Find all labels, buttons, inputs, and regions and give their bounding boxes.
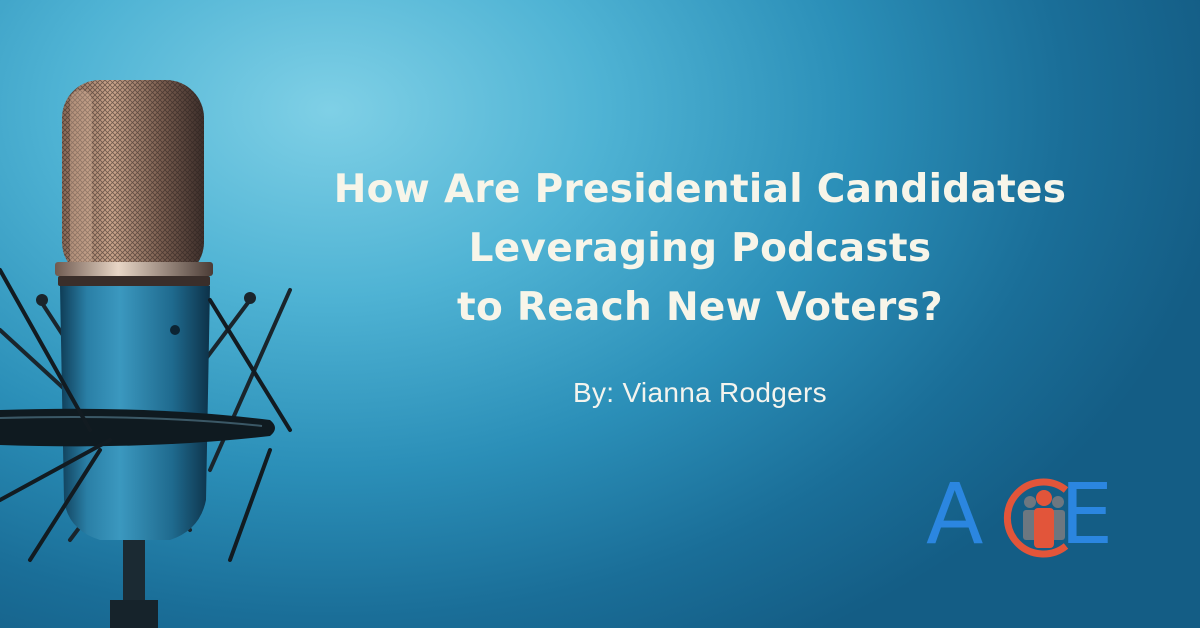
headline-line-1: How Are Presidential Candidates <box>333 167 1067 212</box>
people-icon <box>1003 478 1069 558</box>
headline: How Are Presidential Candidates Leveragi… <box>270 160 1130 337</box>
microphone-icon <box>0 80 292 628</box>
logo-letter-a: A <box>926 465 984 563</box>
headline-line-2: Leveraging Podcasts <box>468 226 932 271</box>
headline-line-3: to Reach New Voters? <box>457 285 943 330</box>
ace-logo: A E <box>922 465 1142 566</box>
logo-letter-e: E <box>1060 465 1114 563</box>
byline: By: Vianna Rodgers <box>573 377 827 408</box>
